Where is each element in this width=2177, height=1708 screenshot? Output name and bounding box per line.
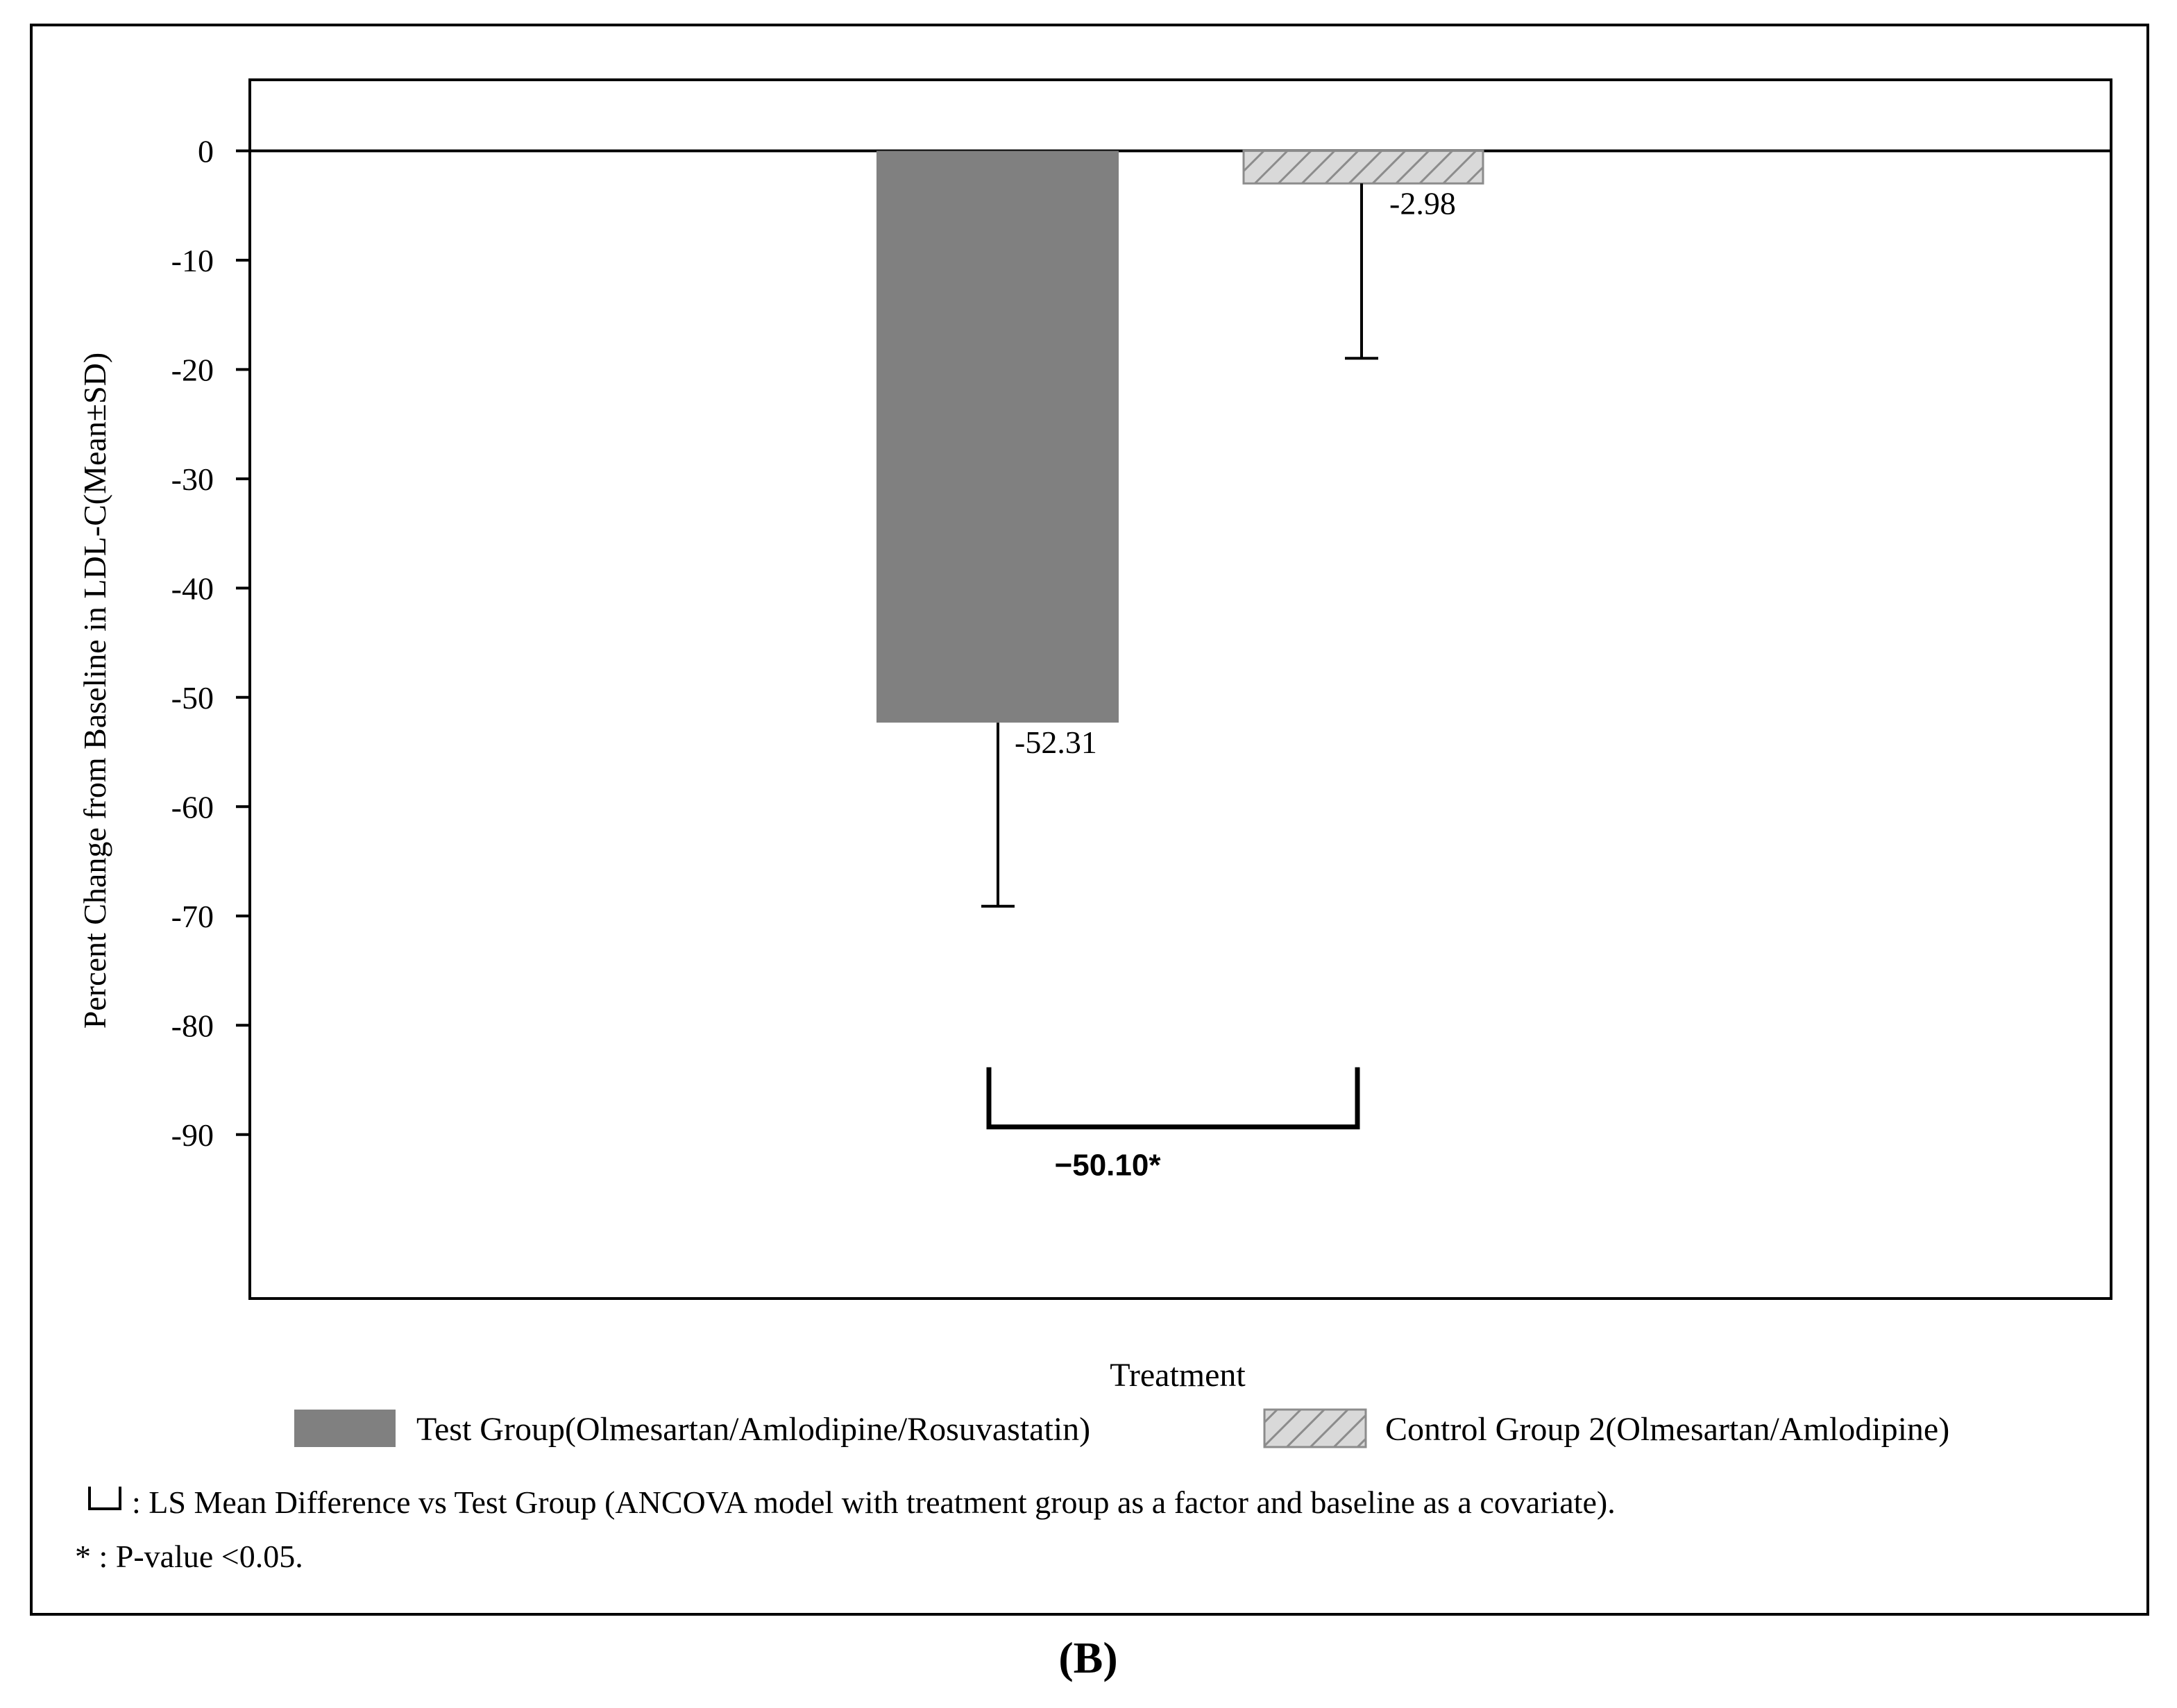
legend-swatch-control-group [1263,1408,1367,1448]
y-tick-label: -80 [171,1008,214,1043]
y-tick-label: -60 [171,789,214,825]
legend-swatch-test-group [294,1410,396,1447]
y-tick-label: 0 [198,133,214,169]
legend: Test Group(Olmesartan/Amlodipine/Rosuvas… [294,1408,1949,1448]
bar-test-group [876,151,1119,723]
y-tick-label: -30 [171,462,214,497]
data-label: -52.31 [1015,725,1097,760]
footnote-ls-mean: : LS Mean Difference vs Test Group (ANCO… [132,1485,1616,1520]
footnotes: : LS Mean Difference vs Test Group (ANCO… [75,1485,1616,1574]
outer-frame [30,24,2149,1616]
y-tick-label: -10 [171,243,214,278]
y-tick-label: -90 [171,1117,214,1153]
comparison-label: −50.10* [1055,1149,1162,1183]
comparison-bracket: −50.10* [986,1067,1360,1183]
footnote-p-value: * : P-value <0.05. [75,1539,303,1574]
y-tick-label: -20 [171,352,214,387]
y-tick-label: -70 [171,899,214,934]
bars: -52.31 -2.98 [250,149,2111,908]
y-tick-label: -40 [171,570,214,606]
plot-area [248,78,2112,1300]
data-label: -2.98 [1389,185,1456,221]
legend-label-control-group: Control Group 2(Olmesartan/Amlodipine) [1385,1411,1949,1448]
y-tick-label: -50 [171,680,214,716]
x-axis-label: Treatment [1110,1357,1246,1394]
comparison-bracket-line [986,1067,1360,1130]
y-axis: 0 -10 -20 -30 -40 -50 -60 -70 -80 -90 [171,133,250,1153]
bar-control-group [1242,149,1484,185]
legend-label-test-group: Test Group(Olmesartan/Amlodipine/Rosuvas… [416,1411,1090,1448]
bracket-symbol-icon [88,1487,121,1510]
panel-label: (B) [1058,1633,1117,1682]
y-axis-label: Percent Change from Baseline in LDL-C(Me… [77,353,112,1029]
